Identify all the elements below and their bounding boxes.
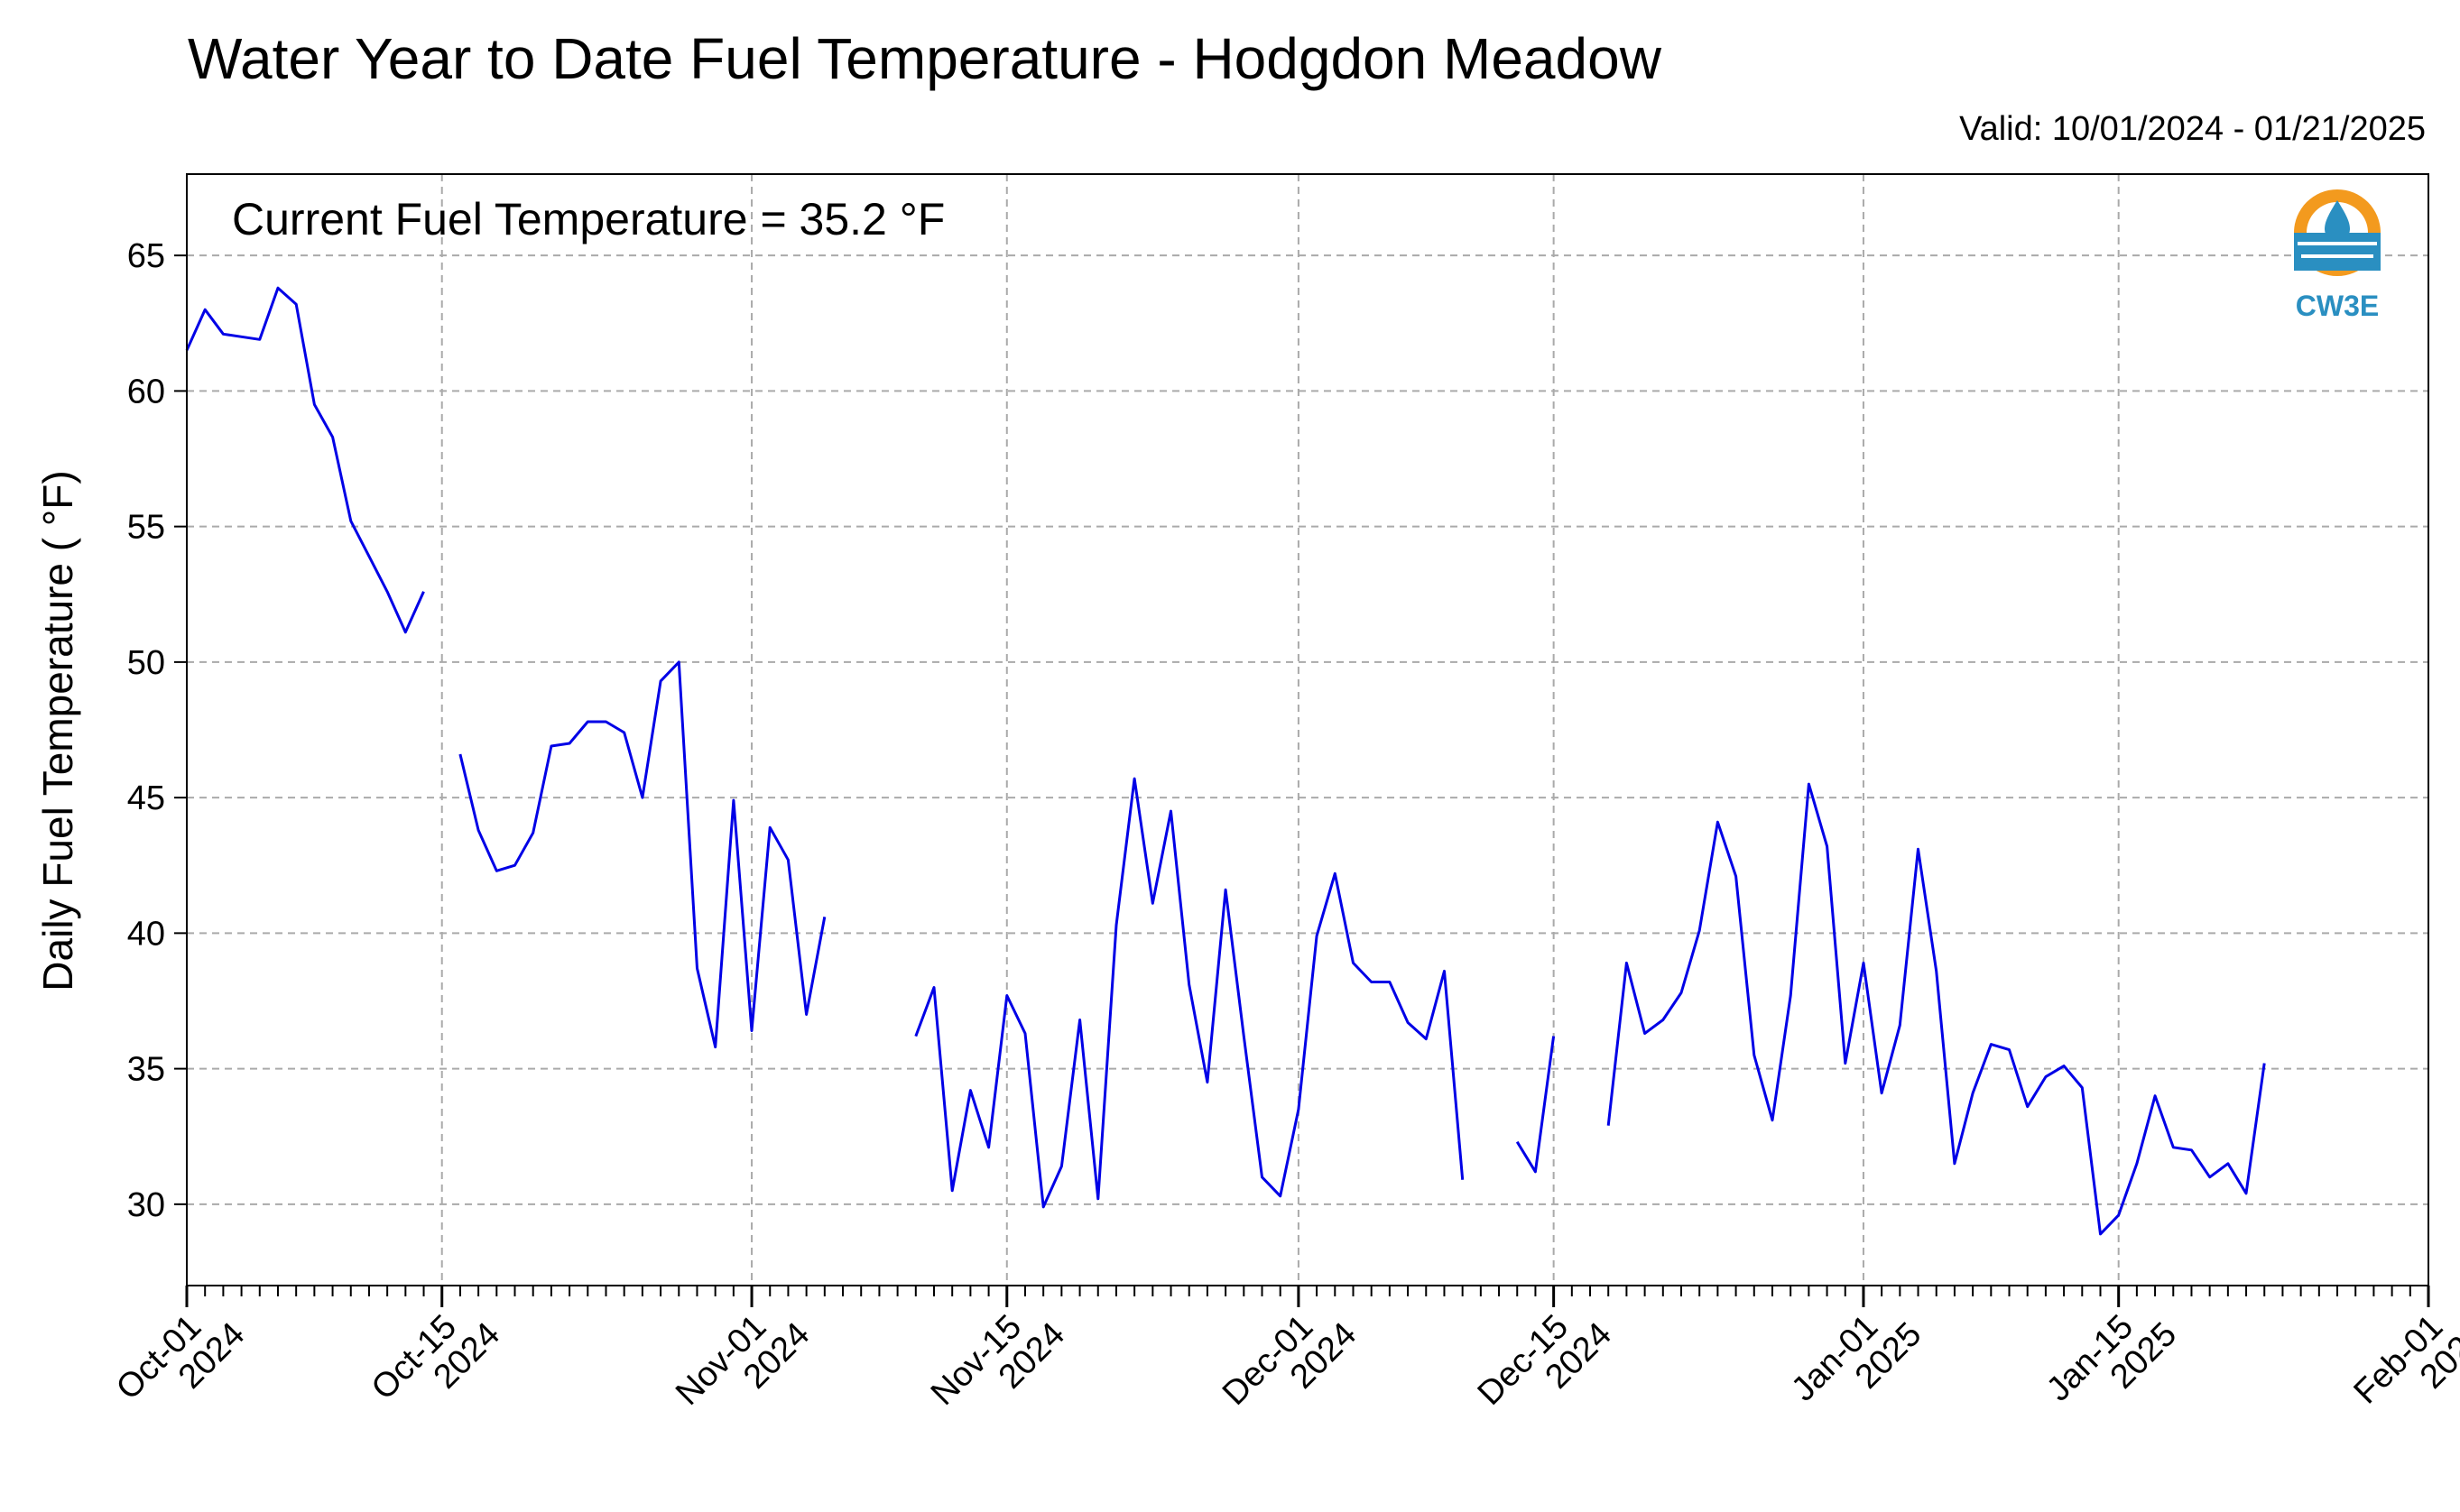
series-lines: [185, 286, 2266, 1236]
series-line-segment: [914, 777, 1465, 1209]
x-tick-label: Nov-012024: [669, 1290, 817, 1438]
current-temperature-annotation: Current Fuel Temperature = 35.2 °F: [232, 194, 945, 244]
y-tick-label: 55: [127, 509, 165, 547]
y-tick-label: 45: [127, 779, 165, 817]
y-tick-label: 35: [127, 1051, 165, 1089]
x-tick-label: Dec-152024: [1471, 1290, 1619, 1438]
grid-lines: [187, 174, 2428, 1286]
x-tick-label: Dec-012024: [1216, 1290, 1364, 1438]
x-tick-label: Oct-012024: [109, 1290, 252, 1433]
x-axis: Oct-012024 Oct-152024 Nov-012024 Nov-152024…: [109, 1286, 2460, 1438]
series-line-segment: [1515, 1036, 1556, 1174]
x-tick-label: Nov-152024: [924, 1290, 1072, 1438]
cw3e-logo: CW3E: [2294, 189, 2381, 322]
x-tick-label: Jan-152025: [2039, 1290, 2184, 1434]
y-tick-label: 65: [127, 237, 165, 275]
chart-title: Water Year to Date Fuel Temperature - Ho…: [188, 26, 1661, 91]
series-line-segment: [185, 286, 425, 634]
y-tick-label: 60: [127, 373, 165, 410]
y-tick-label: 50: [127, 644, 165, 682]
series-line-segment: [1606, 782, 2266, 1236]
valid-date-range: Valid: 10/01/2024 - 01/21/2025: [1959, 110, 2426, 148]
cw3e-logo-text: CW3E: [2296, 290, 2379, 322]
y-tick-label: 40: [127, 915, 165, 953]
plot-frame: [186, 173, 2429, 1286]
y-axis: 30 35 40 45 50 55 60 65: [127, 237, 187, 1224]
x-tick-label: Jan-012025: [1784, 1290, 1928, 1434]
x-tick-label: Oct-152024: [365, 1290, 507, 1433]
y-axis-label: Daily Fuel Temperature ( °F): [34, 470, 81, 991]
x-tick-label: Feb-012025: [2347, 1290, 2460, 1437]
water-drop-icon: [2325, 200, 2350, 242]
series-line-segment: [458, 660, 827, 1049]
y-tick-label: 30: [127, 1186, 165, 1224]
